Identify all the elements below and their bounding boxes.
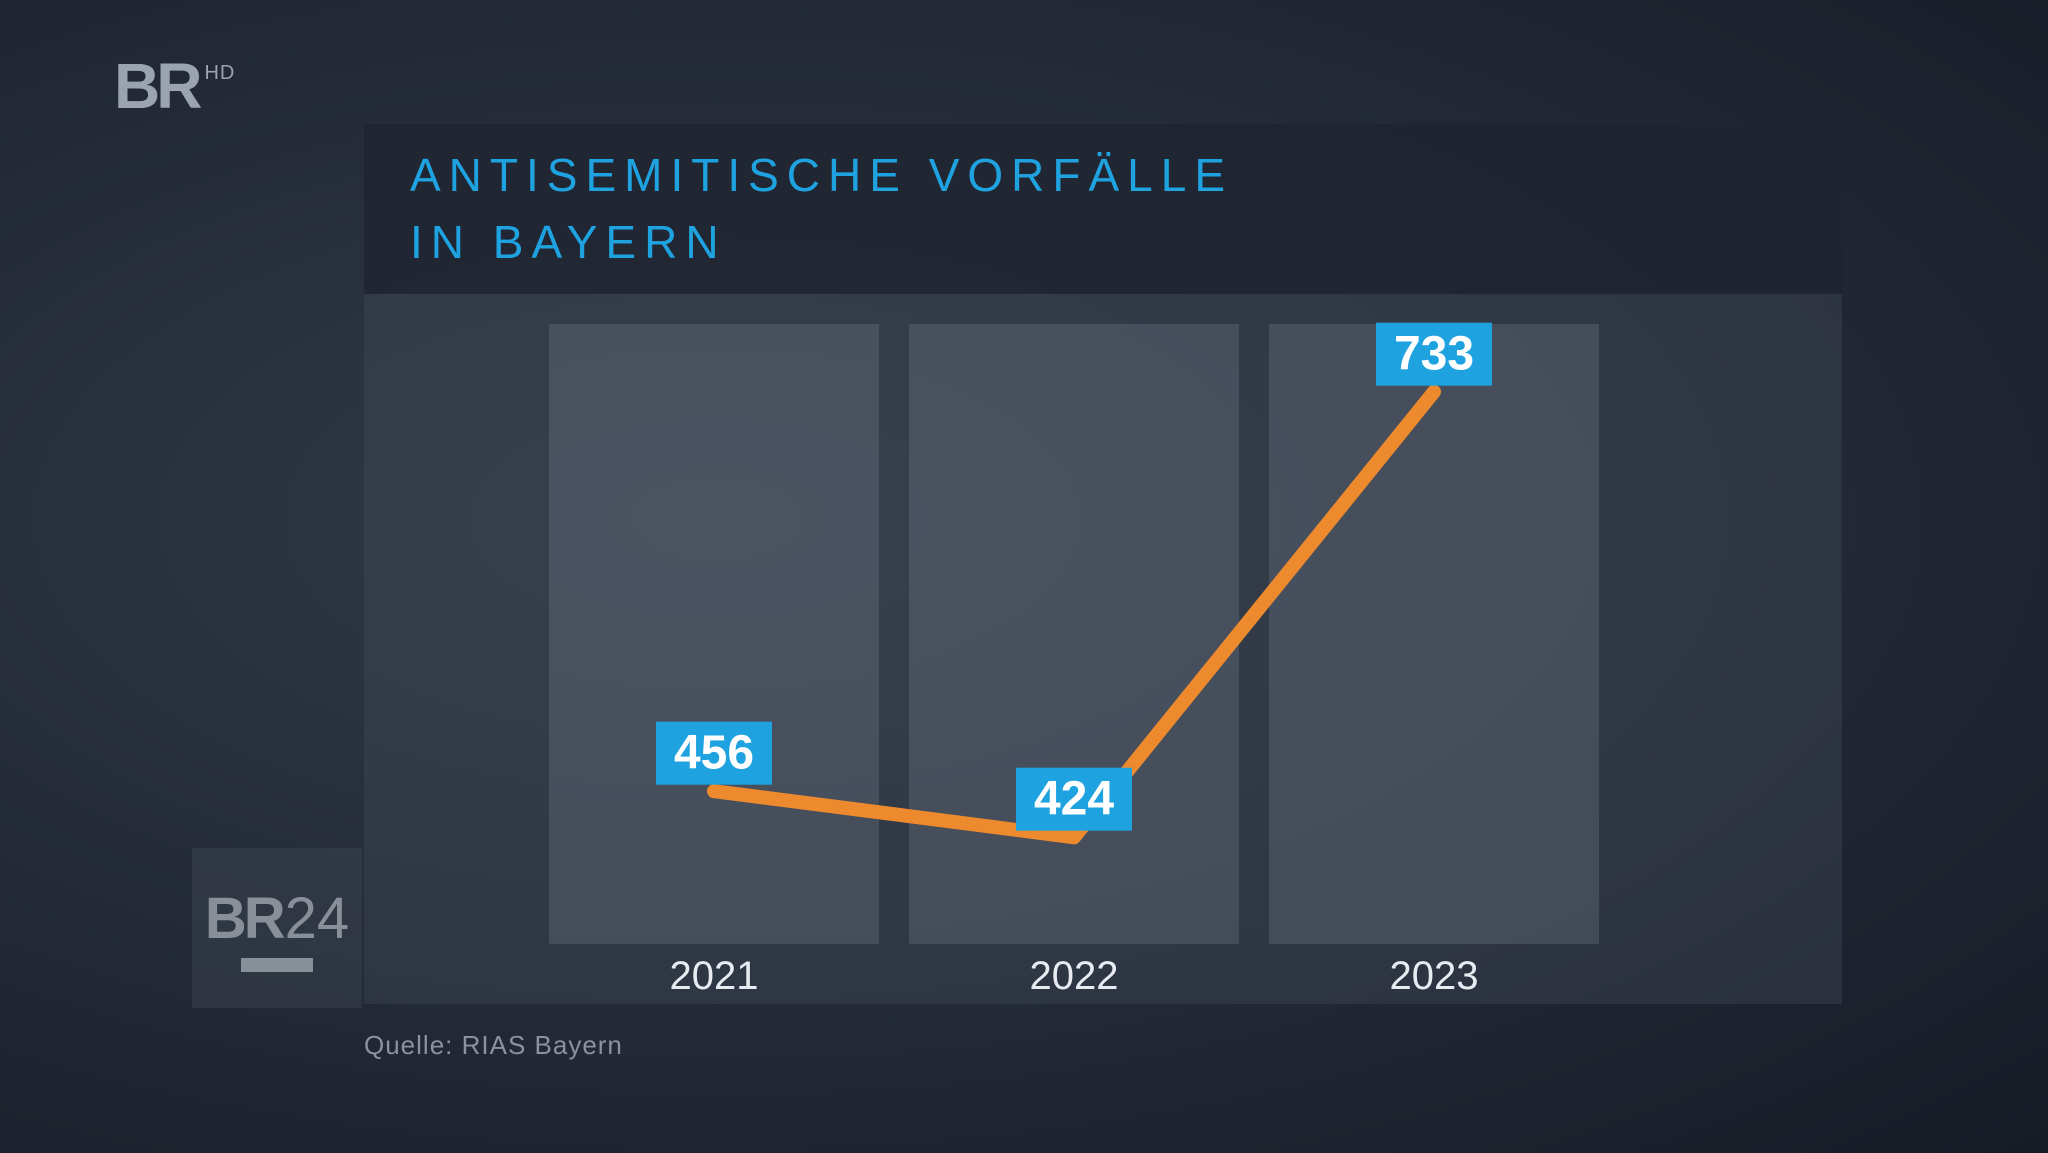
chart-title-line2: IN BAYERN [410,209,1796,276]
broadcaster-logo: BR HD [114,58,235,116]
chart-source: Quelle: RIAS Bayern [364,1030,623,1061]
chart-x-label: 2023 [1390,954,1479,999]
br24-badge-text: BR 24 [205,885,349,952]
chart-title-bar: ANTISEMITISCHE VORFÄLLE IN BAYERN [364,124,1842,294]
logo-hd: HD [204,58,235,85]
badge-24: 24 [285,885,350,952]
chart-column [909,324,1239,944]
chart-data-label: 733 [1376,322,1492,385]
badge-br: BR [205,885,283,952]
chart-x-label: 2021 [670,954,759,999]
chart-data-label: 424 [1016,768,1132,831]
chart-column [549,324,879,944]
chart-title-line1: ANTISEMITISCHE VORFÄLLE [410,142,1796,209]
chart-panel: ANTISEMITISCHE VORFÄLLE IN BAYERN 202120… [364,124,1842,1004]
br24-badge: BR 24 [192,848,362,1008]
logo-br: BR [114,58,198,116]
chart-x-label: 2022 [1030,954,1119,999]
chart-plot-area: 2021 2022 2023 456 424 733 [364,294,1842,1004]
badge-underline [241,958,313,972]
chart-column [1269,324,1599,944]
chart-data-label: 456 [656,722,772,785]
